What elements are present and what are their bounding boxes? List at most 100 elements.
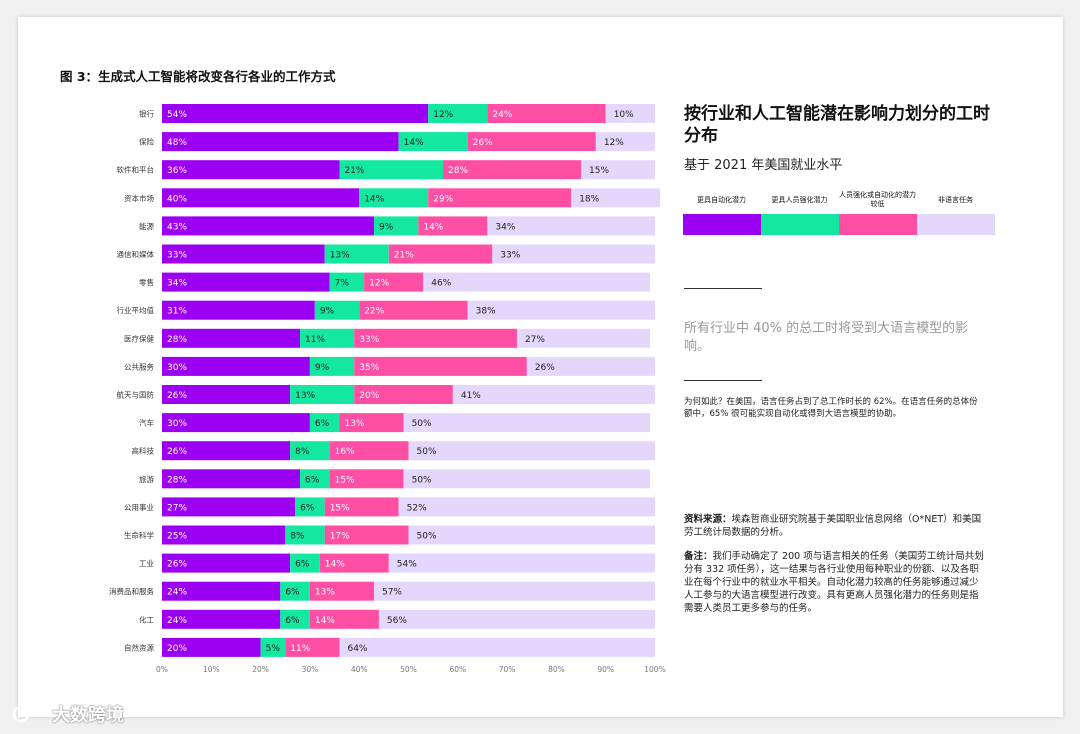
bar-segment — [329, 441, 409, 461]
bar-segment — [364, 272, 424, 292]
bar-segment — [398, 132, 468, 152]
data-label: 17% — [330, 532, 350, 542]
bar-segment — [516, 328, 651, 348]
bar-segment — [329, 469, 404, 489]
bar-segment — [162, 385, 291, 404]
data-label: 9% — [315, 363, 330, 373]
bar-segment — [162, 356, 310, 376]
data-label: 36% — [167, 166, 187, 176]
category-label: 旅游 — [139, 474, 154, 484]
bar-segment — [162, 272, 330, 292]
data-label: 12% — [369, 279, 389, 289]
category-label: 工业 — [139, 558, 154, 568]
data-label: 27% — [525, 335, 545, 345]
bar-segment — [581, 160, 655, 180]
bar-segment — [162, 160, 340, 180]
category-label: 行业平均值 — [117, 305, 155, 315]
data-label: 48% — [167, 138, 187, 148]
bar-segment — [309, 356, 355, 376]
data-label: 18% — [579, 194, 599, 204]
data-label: 24% — [492, 110, 512, 120]
data-label: 28% — [448, 166, 468, 176]
category-label: 能源 — [139, 221, 154, 231]
data-label: 40% — [167, 194, 187, 204]
data-label: 31% — [167, 307, 187, 317]
bar-segment — [443, 160, 582, 180]
remark-label: 备注： — [684, 551, 713, 562]
bar-segment — [309, 413, 340, 433]
bar-segment — [388, 553, 655, 573]
data-label: 22% — [364, 307, 384, 317]
data-label: 12% — [433, 110, 453, 120]
bar-segment — [162, 553, 291, 573]
data-label: 6% — [305, 475, 320, 485]
data-label: 8% — [290, 532, 305, 542]
data-label: 13% — [295, 391, 315, 401]
bar-segment — [354, 356, 527, 376]
bar-segment — [605, 104, 655, 123]
category-label: 化工 — [139, 614, 154, 624]
data-label: 20% — [167, 644, 187, 654]
x-tick-label: 20% — [252, 665, 269, 674]
data-label: 11% — [290, 644, 310, 654]
data-label: 35% — [359, 363, 379, 373]
data-label: 14% — [404, 138, 424, 148]
bar-segment — [408, 441, 655, 461]
category-label: 航天与国防 — [117, 390, 155, 400]
legend-swatch-low-potential — [839, 214, 917, 235]
data-label: 43% — [167, 222, 187, 232]
data-label: 30% — [167, 419, 187, 429]
data-label: 6% — [300, 503, 315, 513]
data-label: 54% — [167, 110, 187, 120]
data-label: 8% — [295, 447, 310, 457]
bar-segment — [162, 581, 281, 601]
category-label: 保险 — [139, 137, 154, 147]
data-label: 26% — [473, 138, 493, 148]
bar-segment — [314, 300, 360, 320]
x-tick-label: 10% — [203, 665, 220, 674]
bar-segment — [324, 244, 389, 264]
bar-segment — [329, 272, 365, 292]
data-label: 14% — [423, 222, 443, 232]
bar-segment — [324, 497, 399, 517]
x-tick-label: 0% — [156, 665, 168, 674]
data-label: 28% — [167, 475, 187, 485]
data-label: 5% — [266, 644, 281, 654]
bar-segment — [339, 160, 444, 180]
bar-segment — [428, 104, 488, 123]
bar-segment — [324, 525, 409, 545]
bar-segment — [339, 637, 655, 657]
data-label: 26% — [167, 560, 187, 570]
data-label: 50% — [417, 532, 437, 542]
data-label: 6% — [295, 560, 310, 570]
x-tick-label: 80% — [548, 665, 565, 674]
bar-segment — [162, 413, 310, 433]
bar-segment — [467, 132, 596, 152]
category-label: 零售 — [139, 277, 154, 287]
bar-segment — [162, 637, 261, 657]
data-label: 16% — [335, 447, 355, 457]
panel-title: 按行业和人工智能潜在影响力划分的工时分布 — [684, 104, 990, 146]
bar-segment — [373, 581, 655, 601]
category-label: 软件和平台 — [117, 165, 155, 175]
source-label: 资料来源： — [684, 514, 732, 525]
data-label: 29% — [433, 194, 453, 204]
bar-segment — [260, 637, 286, 657]
bar-segment — [319, 553, 389, 573]
bar-segment — [354, 328, 517, 348]
bar-segment — [290, 441, 330, 461]
bar-segment — [285, 525, 325, 545]
category-label: 高科技 — [132, 446, 155, 456]
data-label: 26% — [167, 391, 187, 401]
data-label: 26% — [535, 363, 555, 373]
data-label: 13% — [330, 251, 350, 261]
data-label: 15% — [589, 166, 609, 176]
data-label: 21% — [344, 166, 364, 176]
bar-segment — [295, 497, 325, 517]
bar-segment — [162, 469, 301, 489]
data-label: 27% — [167, 503, 187, 513]
bar-segment — [339, 413, 404, 433]
bar-segment — [162, 244, 325, 264]
bar-segment — [408, 525, 655, 545]
